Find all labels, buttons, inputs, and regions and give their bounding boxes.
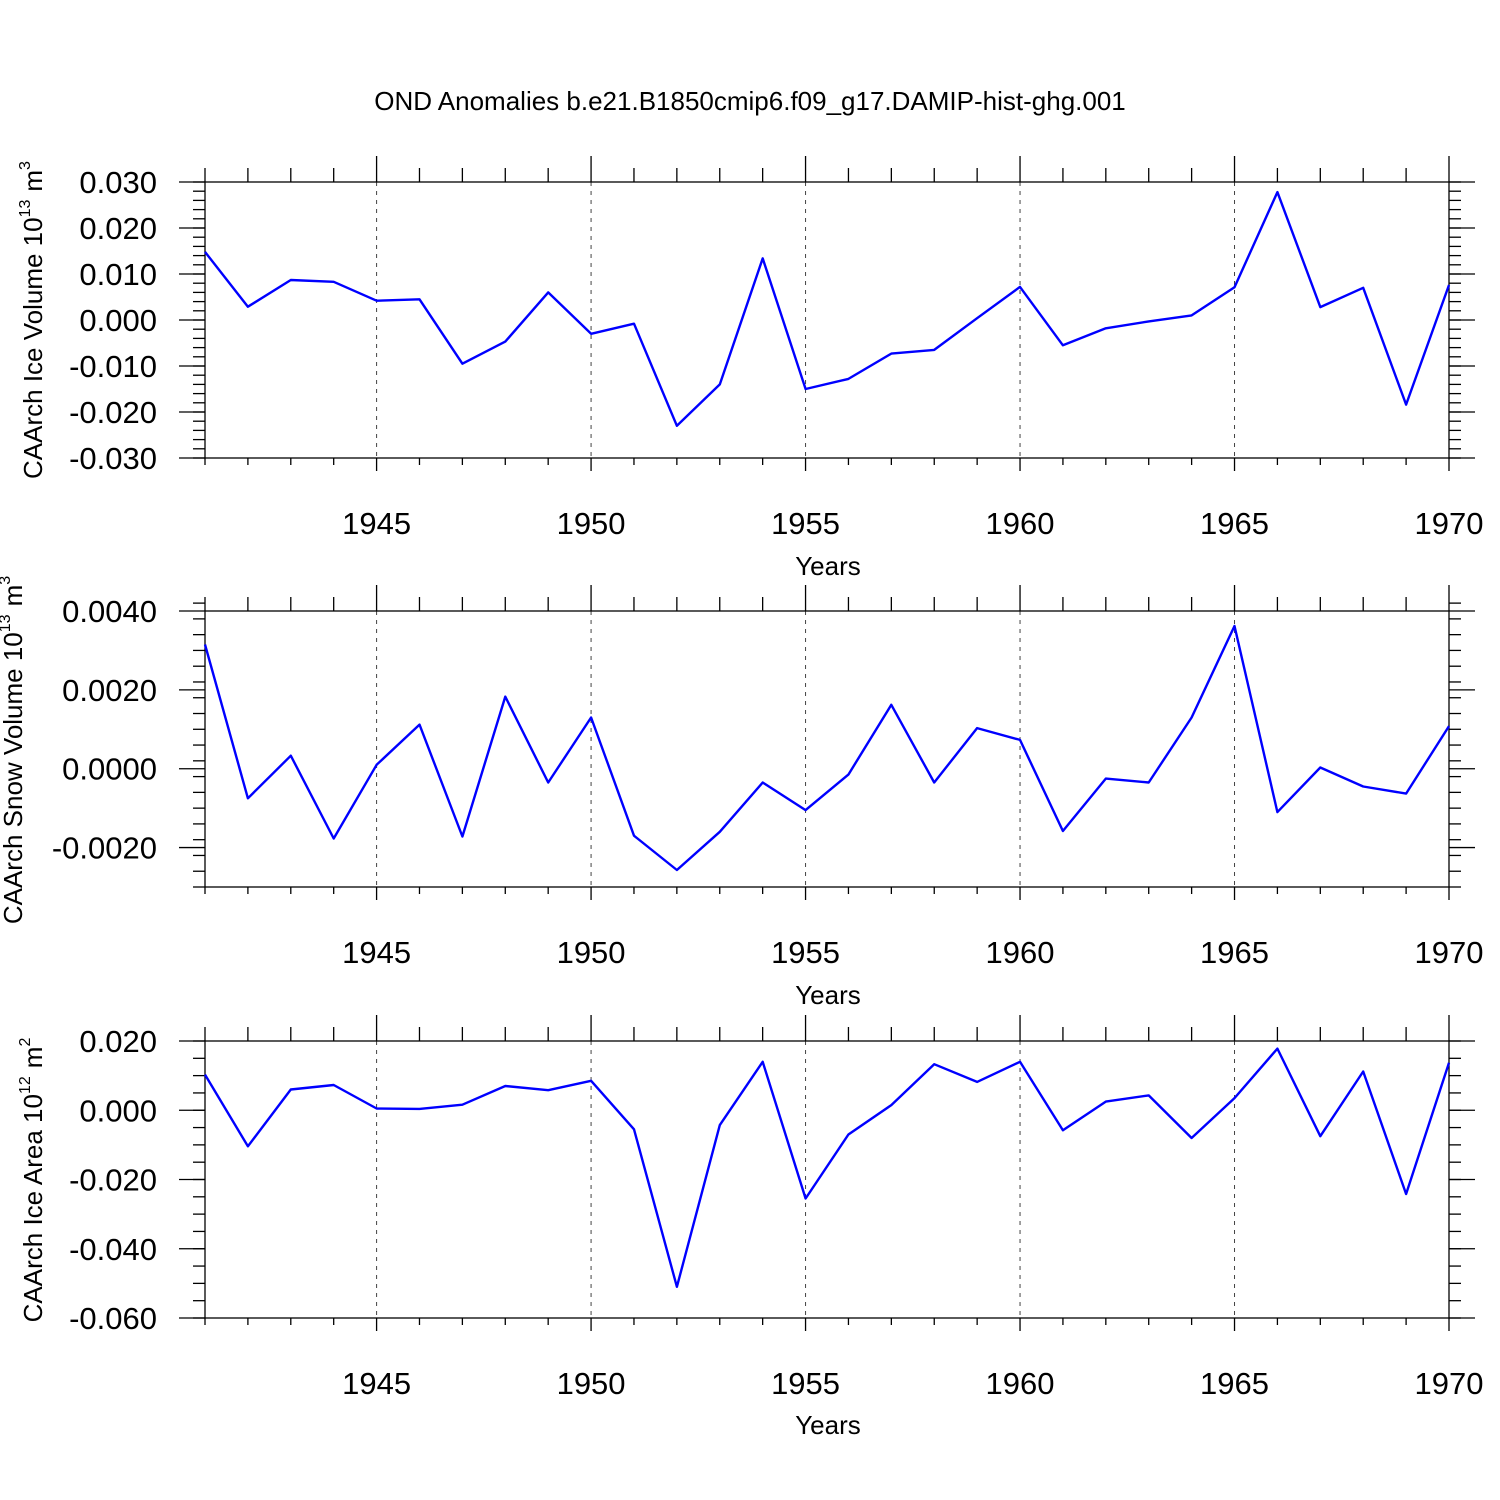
x-tick-label: 1960	[986, 935, 1055, 970]
y-tick-label: 0.010	[79, 257, 157, 292]
x-tick-label: 1965	[1200, 506, 1269, 541]
y-tick-label: -0.020	[69, 395, 157, 430]
ylabel-exponent: 12	[17, 1076, 34, 1094]
x-tick-label: 1960	[986, 1366, 1055, 1401]
y-tick-label: 0.030	[79, 165, 157, 200]
svg-text:CAArch Snow Volume 1013m3: CAArch Snow Volume 1013 m3	[0, 576, 28, 924]
ylabel-exponent: 13	[0, 614, 14, 632]
x-tick-label: 1955	[771, 1366, 840, 1401]
y-tick-label: -0.0020	[52, 831, 157, 866]
ylabel-exponent: 13	[17, 200, 34, 218]
y-tick-label: -0.020	[69, 1163, 157, 1198]
x-tick-label: 1950	[557, 935, 626, 970]
plot-frame	[204, 610, 1450, 888]
x-tick-label: 1945	[342, 1366, 411, 1401]
svg-text:CAArch Ice Area 1012m2: CAArch Ice Area 1012 m2	[17, 1038, 48, 1323]
series-line	[204, 190, 1451, 427]
x-tick-label: 1945	[342, 506, 411, 541]
y-tick-label: 0.0000	[62, 752, 157, 787]
series-line	[203, 1047, 1451, 1289]
x-tick-label: 1955	[771, 935, 840, 970]
panel-ice-area: CAArch Ice Area 1012 m2 Years 1945 1950 195…	[17, 1015, 1483, 1440]
ylabel-unit-exponent: 3	[17, 161, 34, 170]
ylabel-unit: m	[0, 585, 28, 607]
y-tick-label: 0.0040	[62, 594, 157, 629]
ylabel-ice-area: CAArch Ice Area 1012 m2	[17, 1038, 48, 1323]
y-tick-label: -0.030	[69, 441, 157, 476]
y-tick-label: 0.000	[79, 303, 157, 338]
plot-frame	[204, 1040, 1450, 1319]
ylabel-unit: m	[18, 1047, 48, 1069]
ylabel-unit: m	[18, 170, 48, 192]
ylabel-unit-exponent: 3	[0, 576, 14, 585]
y-tick-label: -0.010	[69, 349, 157, 384]
x-tick-label: 1970	[1415, 1366, 1484, 1401]
x-tick-label: 1960	[986, 506, 1055, 541]
y-tick-label: -0.060	[69, 1301, 157, 1336]
x-tick-label: 1970	[1415, 935, 1484, 970]
panel-snow-volume: CAArch Snow Volume 1013 m3 Years 1945 1950…	[0, 576, 1483, 1010]
xlabel-ice-area: Years	[795, 1410, 861, 1440]
x-tick-label: 1965	[1200, 935, 1269, 970]
x-tick-label: 1950	[557, 1366, 626, 1401]
figure-title: OND Anomalies b.e21.B1850cmip6.f09_g17.D…	[374, 86, 1126, 116]
xlabel-snow-volume: Years	[795, 980, 861, 1010]
series-line	[203, 624, 1451, 872]
ylabel-snow-volume: CAArch Snow Volume 1013 m3	[0, 576, 28, 924]
svg-text:CAArch Ice Volume 1013m3: CAArch Ice Volume 1013 m3	[17, 161, 48, 479]
ylabel-text: CAArch Ice Area 10	[18, 1094, 48, 1322]
ylabel-text: CAArch Ice Volume 10	[18, 217, 48, 479]
panel-ice-volume: CAArch Ice Volume 1013 m3 Years 1945 1950 1…	[17, 156, 1483, 581]
x-tick-label: 1965	[1200, 1366, 1269, 1401]
xlabel-ice-volume: Years	[795, 551, 861, 581]
x-tick-label: 1955	[771, 506, 840, 541]
y-tick-label: 0.020	[79, 211, 157, 246]
y-tick-label: 0.0020	[62, 673, 157, 708]
x-tick-label: 1950	[557, 506, 626, 541]
y-tick-label: 0.000	[79, 1093, 157, 1128]
ylabel-unit-exponent: 2	[17, 1038, 34, 1047]
y-tick-label: 0.020	[79, 1024, 157, 1059]
y-tick-label: -0.040	[69, 1232, 157, 1267]
x-tick-label: 1945	[342, 935, 411, 970]
ylabel-ice-volume: CAArch Ice Volume 1013 m3	[17, 161, 48, 479]
ylabel-text: CAArch Snow Volume 10	[0, 632, 28, 924]
x-tick-label: 1970	[1415, 506, 1484, 541]
